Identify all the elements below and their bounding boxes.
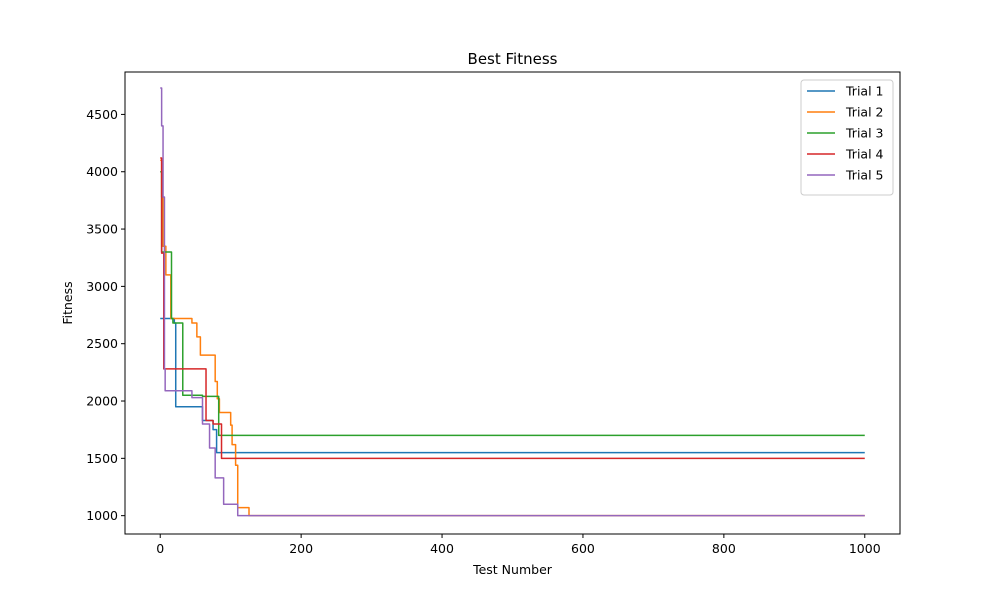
legend-label-trial-1: Trial 1 — [845, 84, 883, 99]
series-line-trial-5 — [160, 87, 865, 517]
x-axis: 0 200 400 600 800 1000 — [156, 534, 881, 556]
legend-label-trial-4: Trial 4 — [845, 147, 884, 162]
legend-box — [800, 79, 894, 196]
x-tick-label: 1000 — [849, 541, 881, 556]
legend: Trial 1 Trial 2 Trial 3 Trial 4 Trial 5 — [800, 79, 894, 196]
series-layer — [160, 87, 865, 517]
y-tick-label: 4000 — [86, 164, 118, 179]
y-tick-label: 1000 — [86, 508, 118, 523]
x-tick-label: 0 — [156, 541, 164, 556]
y-tick-label: 4500 — [86, 107, 118, 122]
y-tick-label: 1500 — [86, 451, 118, 466]
y-axis: 1000 1500 2000 2500 3000 3500 4000 4500 — [86, 107, 125, 523]
series-line-trial-2 — [160, 159, 865, 517]
y-tick-label: 2500 — [86, 336, 118, 351]
x-tick-label: 400 — [430, 541, 454, 556]
plot-frame — [124, 71, 901, 535]
series-line-trial-4 — [160, 157, 865, 460]
series-line-trial-3 — [160, 170, 865, 437]
legend-label-trial-3: Trial 3 — [845, 126, 883, 141]
y-tick-label: 3000 — [86, 279, 118, 294]
x-axis-label: Test Number — [472, 562, 553, 577]
x-tick-label: 800 — [712, 541, 736, 556]
chart-title: Best Fitness — [468, 50, 558, 68]
x-tick-label: 600 — [571, 541, 595, 556]
y-tick-label: 3500 — [86, 222, 118, 237]
legend-label-trial-5: Trial 5 — [845, 168, 883, 183]
y-axis-label: Fitness — [60, 281, 75, 324]
x-tick-label: 200 — [289, 541, 313, 556]
legend-label-trial-2: Trial 2 — [845, 105, 883, 120]
y-tick-label: 2000 — [86, 394, 118, 409]
